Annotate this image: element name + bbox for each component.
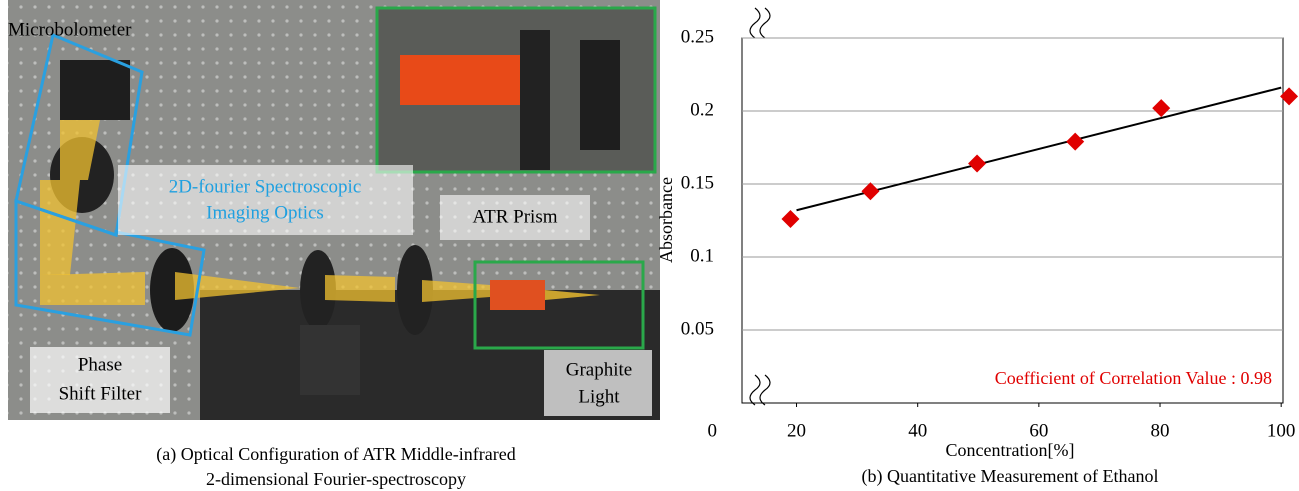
y-tick-label: 0.25	[681, 26, 714, 47]
label-light: Graphite	[566, 359, 632, 380]
y-tick-label: 0.15	[681, 172, 714, 193]
x-tick-label: 100	[1267, 420, 1296, 441]
label-filter: Shift Filter	[59, 383, 143, 404]
y-tick-label: 0.2	[690, 99, 714, 120]
annotation: Coefficient of Correlation Value : 0.98	[995, 368, 1272, 388]
y-tick-label: 0.1	[690, 245, 714, 266]
label-prism: ATR Prism	[473, 206, 558, 227]
x-axis-label: Concentration[%]	[946, 440, 1075, 460]
x-tick-label: 80	[1151, 420, 1170, 441]
x-tick-label: 60	[1029, 420, 1048, 441]
data-point	[1152, 99, 1171, 118]
label-optics: 2D-fourier Spectroscopic	[169, 176, 362, 197]
label-light: Light	[578, 386, 620, 407]
label-microbolometer: Microbolometer	[8, 19, 132, 40]
axis-break	[749, 7, 771, 406]
data-point	[781, 210, 800, 229]
y-axis-label: Absorbance	[656, 177, 676, 263]
y-tick-label: 0.05	[681, 318, 714, 339]
caption: (a) Optical Configuration of ATR Middle-…	[156, 444, 515, 465]
caption: (b) Quantitative Measurement of Ethanol	[862, 466, 1159, 487]
data-point	[1280, 87, 1299, 106]
photo	[8, 0, 660, 420]
x-tick-label: 20	[787, 420, 806, 441]
label-optics: Imaging Optics	[206, 202, 324, 223]
label-filter: Phase	[78, 354, 122, 375]
y-tick-label: 0	[708, 420, 718, 441]
data-point	[1066, 132, 1085, 151]
caption: 2-dimensional Fourier-spectroscopy	[206, 469, 466, 489]
plot-frame	[741, 37, 1284, 404]
data-point	[968, 154, 987, 173]
data-point	[861, 182, 880, 201]
x-tick-label: 40	[908, 420, 927, 441]
